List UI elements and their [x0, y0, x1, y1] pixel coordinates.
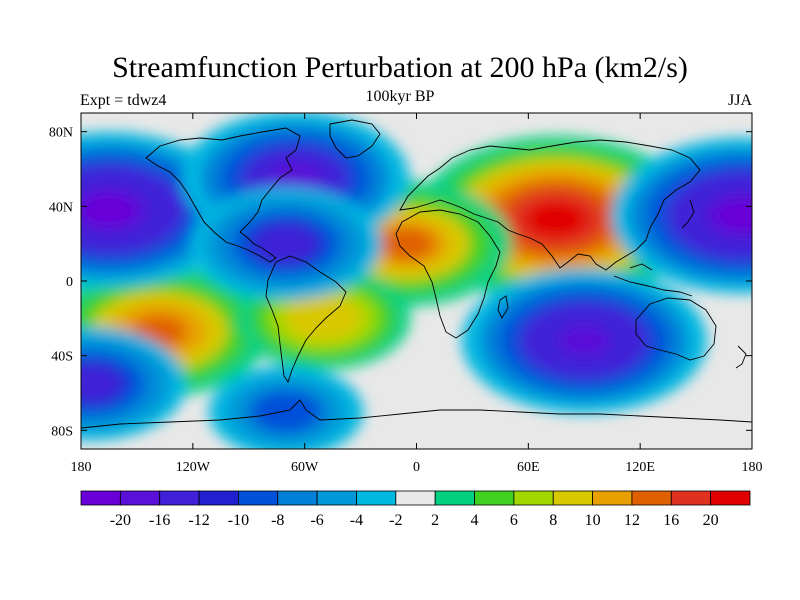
x-tick-label: 60W [291, 460, 319, 475]
season-label: JJA [727, 92, 752, 109]
colorbar-swatch [119, 490, 161, 506]
colorbar-swatch [356, 490, 397, 506]
colorbar-swatch [631, 490, 672, 506]
colorbar-label: -8 [271, 512, 284, 529]
positive-center-eurasia [531, 204, 581, 234]
colorbar-swatch [316, 490, 357, 506]
coastlines [81, 119, 752, 429]
colorbar-label: 6 [510, 512, 518, 529]
coastline-eurasia [399, 139, 701, 271]
negative-center-caribbean [256, 226, 316, 262]
colorbar-swatch [198, 490, 239, 506]
colorbar-swatch [710, 490, 751, 506]
streamfunction-field [81, 113, 752, 449]
coastline-madagascar [497, 295, 509, 319]
colorbar-swatch [238, 490, 279, 506]
y-tick-label: 40N [49, 200, 73, 215]
coastline-africa [395, 209, 501, 339]
y-tick-label: 0 [66, 275, 73, 290]
colorbar-label: -12 [188, 512, 209, 529]
x-tick-label: 180 [71, 460, 92, 475]
colorbar-label: 12 [624, 512, 640, 529]
coastline-australia [635, 297, 717, 361]
coastline-greenland [329, 119, 381, 159]
y-axis: 80N 40N 0 40S 80S [49, 126, 752, 439]
x-tick-label: 180 [742, 460, 763, 475]
positive-center-north-africa [379, 227, 436, 261]
negative-center-west-pacific [717, 200, 752, 231]
colorbar-label: -4 [350, 512, 363, 529]
colorbar-swatch [513, 490, 554, 506]
coastline-north-america [145, 127, 301, 263]
negative-center-antarctic-peninsula [251, 391, 321, 433]
negative-center-north-pacific [83, 195, 134, 225]
negative-center-southern-ocean [81, 366, 120, 402]
colorbar: -20 -16 -12 -10 -8 -6 -4 -2 2 4 6 8 10 12 16 20 [80, 490, 751, 529]
colorbar-label: -10 [228, 512, 249, 529]
x-tick-label: 120E [625, 460, 655, 475]
negative-center-north-america [268, 162, 323, 195]
colorbar-label: 4 [471, 512, 479, 529]
time-label: 100kyr BP [365, 88, 435, 105]
x-tick-label: 60E [517, 460, 540, 475]
colorbar-swatch [80, 490, 121, 506]
colorbar-label: 20 [703, 512, 719, 529]
colorbar-label: 8 [549, 512, 557, 529]
y-tick-label: 40S [51, 350, 73, 365]
colorbar-swatch [474, 490, 515, 506]
colorbar-swatch [552, 490, 593, 506]
y-tick-label: 80N [49, 126, 73, 141]
colorbar-swatch [277, 490, 318, 506]
colorbar-label: -6 [310, 512, 323, 529]
experiment-label: Expt = tdwz4 [80, 92, 167, 109]
colorbar-label: -16 [149, 512, 170, 529]
negative-center-indian-ocean [558, 325, 611, 357]
colorbar-swatch [434, 490, 475, 506]
colorbar-swatch [670, 490, 712, 506]
colorbar-label: 2 [431, 512, 439, 529]
colorbar-label: 16 [663, 512, 679, 529]
colorbar-label: -20 [110, 512, 131, 529]
coastline-japan [681, 199, 695, 229]
x-tick-label: 0 [413, 460, 420, 475]
positive-center-south-atlantic [291, 299, 355, 338]
coastline-new-zealand [735, 345, 747, 369]
colorbar-swatch [395, 490, 436, 506]
coastline-south-america [265, 255, 347, 384]
y-tick-label: 80S [51, 424, 73, 439]
x-tick-label: 120W [176, 460, 211, 475]
colorbar-swatch [159, 490, 200, 506]
coastline-antarctica [81, 399, 752, 429]
colorbar-label: -2 [389, 512, 402, 529]
map-title: Streamfunction Perturbation at 200 hPa (… [112, 51, 688, 84]
colorbar-label: 10 [585, 512, 601, 529]
x-axis: 180 120W 60W 0 60E 120E 180 [71, 113, 763, 475]
colorbar-swatch [592, 490, 633, 506]
coastline-indonesia [613, 263, 693, 297]
